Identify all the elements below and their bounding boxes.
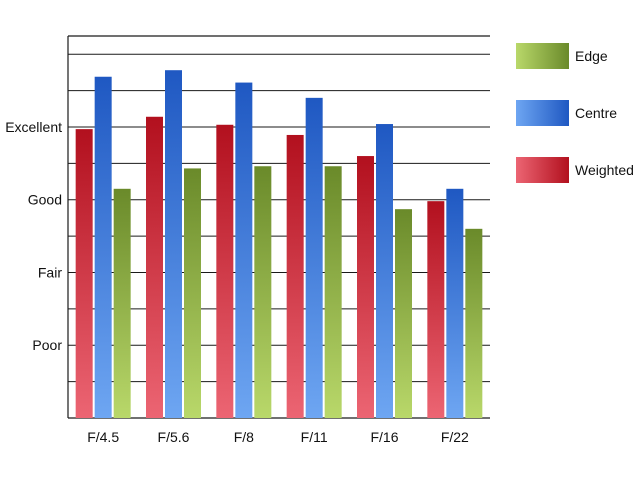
x-tick-label: F/22: [441, 429, 469, 445]
bar-weighted-0: [75, 129, 93, 418]
bar-edge-4: [395, 209, 412, 418]
bar-weighted-5: [427, 201, 445, 418]
legend: Edge Centre Weighted: [516, 42, 634, 213]
legend-swatch: [516, 100, 569, 126]
y-axis-ticks: Poor Fair Good Excellent: [5, 119, 62, 353]
bars: [75, 70, 483, 419]
y-tick-label: Good: [28, 192, 62, 208]
legend-item-weighted: Weighted: [516, 156, 634, 184]
bar-edge-0: [113, 188, 131, 418]
x-tick-label: F/11: [301, 429, 328, 445]
x-tick-label: F/4.5: [87, 429, 119, 445]
bar-edge-5: [465, 228, 483, 418]
x-axis-ticks: F/4.5 F/5.6 F/8 F/11 F/16 F/22: [87, 429, 469, 445]
legend-label: Edge: [575, 48, 608, 64]
bar-edge-3: [324, 166, 342, 418]
x-tick-label: F/16: [370, 429, 398, 445]
bar-centre-2: [235, 82, 253, 418]
plot-frame: [67, 35, 490, 419]
legend-label: Centre: [575, 105, 618, 121]
legend-item-edge: Edge: [516, 42, 634, 70]
gridlines: [68, 53, 490, 383]
legend-item-centre: Centre: [516, 99, 634, 127]
bar-weighted-3: [286, 134, 304, 419]
bar-edge-2: [254, 166, 272, 418]
bar-centre-1: [165, 70, 182, 419]
bar-centre-4: [376, 124, 393, 419]
y-tick-label: Poor: [32, 337, 62, 353]
bar-edge-1: [184, 168, 201, 418]
legend-label: Weighted: [575, 162, 634, 178]
bar-centre-0: [94, 76, 112, 418]
bar-centre-3: [305, 97, 323, 418]
y-tick-label: Fair: [38, 264, 62, 280]
bar-centre-5: [446, 188, 464, 418]
y-tick-label: Excellent: [5, 119, 62, 135]
legend-swatch: [516, 157, 569, 183]
bar-weighted-2: [216, 124, 234, 418]
x-tick-label: F/8: [234, 429, 254, 445]
x-tick-label: F/5.6: [158, 429, 190, 445]
bar-weighted-4: [357, 156, 374, 419]
bar-weighted-1: [146, 116, 163, 418]
legend-swatch: [516, 43, 569, 69]
